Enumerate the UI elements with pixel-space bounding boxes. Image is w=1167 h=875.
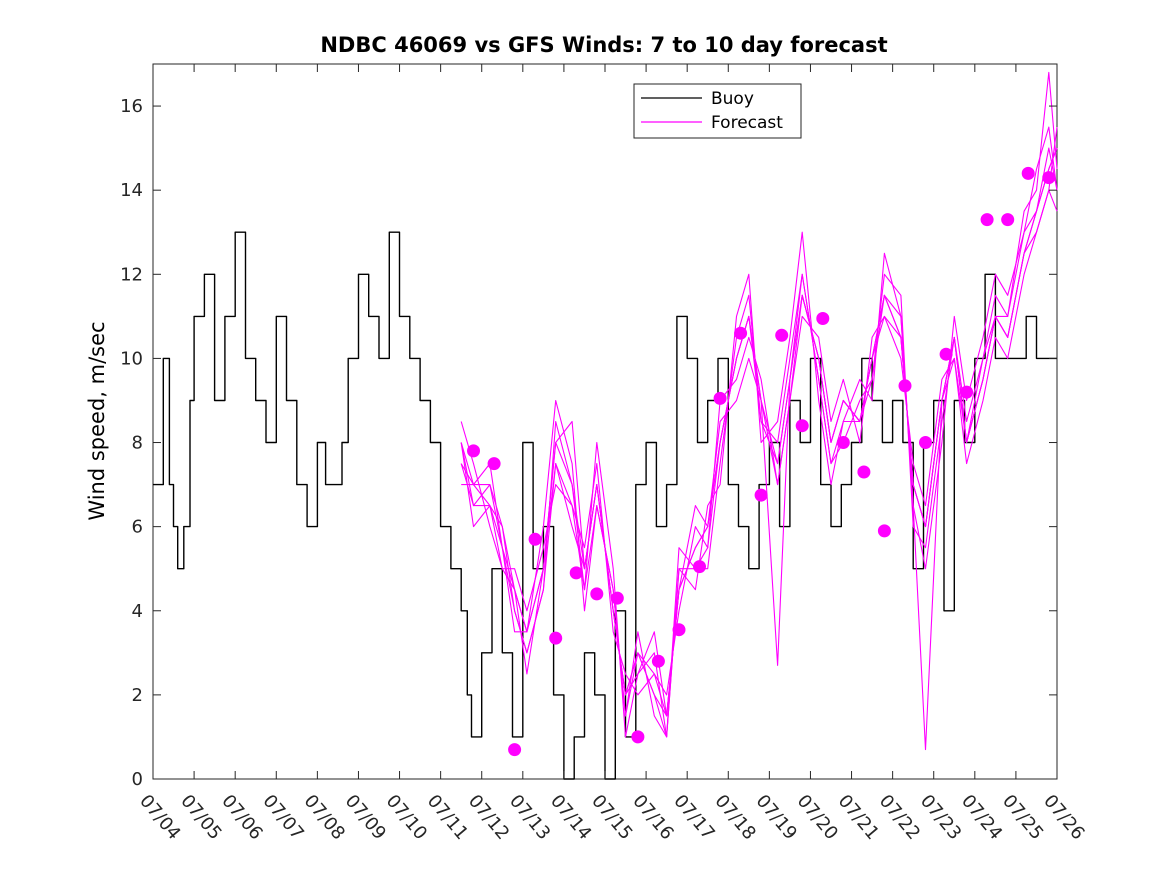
forecast-point	[651, 654, 665, 668]
y-tick-label: 8	[132, 433, 143, 454]
forecast-point	[734, 326, 748, 340]
series-line-buoy	[153, 231, 1057, 780]
forecast-point	[487, 457, 501, 471]
forecast-point	[549, 631, 563, 645]
forecast-point	[898, 379, 912, 393]
y-axis-label: Wind speed, m/sec	[85, 321, 109, 520]
forecast-point	[528, 532, 542, 546]
forecast-point	[816, 312, 830, 325]
forecast-point	[980, 213, 994, 227]
forecast-point	[672, 623, 686, 637]
chart-title: NDBC 46069 vs GFS Winds: 7 to 10 day for…	[320, 33, 887, 57]
y-tick-label: 12	[120, 264, 143, 285]
forecast-point	[569, 566, 583, 580]
forecast-dots	[467, 166, 1056, 757]
series-layer	[153, 71, 1058, 780]
forecast-point	[775, 328, 789, 342]
forecast-point	[631, 730, 645, 744]
forecast-point	[1021, 166, 1035, 180]
forecast-point	[693, 560, 706, 574]
forecast-point	[919, 436, 932, 449]
y-tick-label: 16	[120, 96, 143, 117]
forecast-point	[590, 587, 604, 601]
legend-label-buoy: Buoy	[711, 89, 754, 109]
y-tick-label: 4	[132, 601, 143, 622]
series-line-forecast-3	[460, 127, 1058, 696]
forecast-point	[857, 465, 871, 479]
forecast-point	[939, 347, 953, 361]
series-line-forecast-7	[460, 147, 1058, 717]
forecast-point	[754, 488, 768, 502]
legend-box	[633, 83, 802, 139]
y-tick-label: 2	[132, 685, 143, 706]
forecast-point	[610, 591, 624, 605]
forecast-point	[836, 436, 850, 449]
forecast-point	[795, 419, 809, 433]
y-tick-label: 0	[132, 769, 143, 790]
forecast-point	[713, 391, 727, 405]
forecast-point	[467, 444, 480, 458]
forecast-point	[1001, 213, 1015, 227]
forecast-point	[960, 385, 974, 399]
legend: Buoy Forecast	[633, 83, 802, 139]
forecast-point	[508, 743, 522, 757]
forecast-point	[877, 524, 891, 538]
forecast-point	[1042, 171, 1056, 185]
y-tick-label: 10	[120, 348, 143, 369]
y-tick-label: 14	[120, 180, 143, 201]
series-line-forecast-2	[460, 126, 1058, 738]
legend-label-forecast: Forecast	[711, 113, 783, 133]
y-tick-label: 6	[132, 517, 143, 538]
plot-area	[152, 63, 1058, 780]
